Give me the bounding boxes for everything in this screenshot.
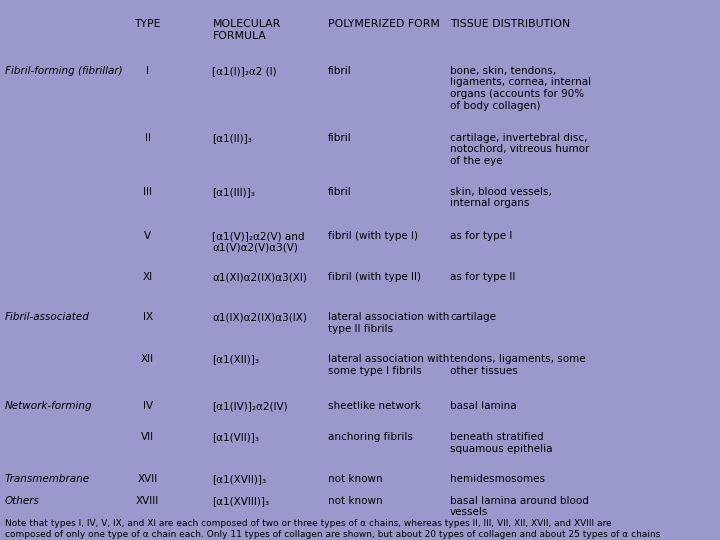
Text: [α1(XVIII)]₃: [α1(XVIII)]₃ xyxy=(212,496,269,506)
Text: IV: IV xyxy=(143,401,153,411)
Text: [α1(XVII)]₃: [α1(XVII)]₃ xyxy=(212,474,266,484)
Text: XVIII: XVIII xyxy=(136,496,159,506)
Text: cartilage: cartilage xyxy=(450,312,496,322)
Text: α1(XI)α2(IX)α3(XI): α1(XI)α2(IX)α3(XI) xyxy=(212,272,307,282)
Text: fibril: fibril xyxy=(328,66,351,76)
Text: hemidesmosomes: hemidesmosomes xyxy=(450,474,545,484)
Text: XVII: XVII xyxy=(138,474,158,484)
Text: tendons, ligaments, some
other tissues: tendons, ligaments, some other tissues xyxy=(450,354,585,376)
Text: beneath stratified
squamous epithelia: beneath stratified squamous epithelia xyxy=(450,432,552,454)
Text: as for type II: as for type II xyxy=(450,272,516,282)
Text: Fibril-associated: Fibril-associated xyxy=(5,312,90,322)
Text: α1(IX)α2(IX)α3(IX): α1(IX)α2(IX)α3(IX) xyxy=(212,312,307,322)
Text: I: I xyxy=(146,66,149,76)
Text: TYPE: TYPE xyxy=(135,19,161,30)
Text: V: V xyxy=(144,231,151,241)
Text: not known: not known xyxy=(328,474,382,484)
Text: sheetlike network: sheetlike network xyxy=(328,401,420,411)
Text: XII: XII xyxy=(141,354,154,364)
Text: fibril: fibril xyxy=(328,133,351,143)
Text: Note that types I, IV, V, IX, and XI are each composed of two or three types of : Note that types I, IV, V, IX, and XI are… xyxy=(5,519,660,540)
Text: II: II xyxy=(145,133,150,143)
Text: Transmembrane: Transmembrane xyxy=(5,474,90,484)
Text: IX: IX xyxy=(143,312,153,322)
Text: [α1(II)]₃: [α1(II)]₃ xyxy=(212,133,252,143)
Text: [α1(III)]₃: [α1(III)]₃ xyxy=(212,187,256,197)
Text: lateral association with
some type I fibrils: lateral association with some type I fib… xyxy=(328,354,449,376)
Text: VII: VII xyxy=(141,432,154,442)
Text: anchoring fibrils: anchoring fibrils xyxy=(328,432,413,442)
Text: TISSUE DISTRIBUTION: TISSUE DISTRIBUTION xyxy=(450,19,570,30)
Text: [α1(VII)]₃: [α1(VII)]₃ xyxy=(212,432,259,442)
Text: Others: Others xyxy=(5,496,40,506)
Text: fibril (with type I): fibril (with type I) xyxy=(328,231,418,241)
Text: Fibril-forming (fibrillar): Fibril-forming (fibrillar) xyxy=(5,66,122,76)
Text: not known: not known xyxy=(328,496,382,506)
Text: Network-forming: Network-forming xyxy=(5,401,93,411)
Text: [α1(V)]₂α2(V) and
α1(V)α2(V)α3(V): [α1(V)]₂α2(V) and α1(V)α2(V)α3(V) xyxy=(212,231,305,253)
Text: fibril (with type II): fibril (with type II) xyxy=(328,272,420,282)
Text: POLYMERIZED FORM: POLYMERIZED FORM xyxy=(328,19,439,30)
Text: [α1(XII)]₃: [α1(XII)]₃ xyxy=(212,354,259,364)
Text: skin, blood vessels,
internal organs: skin, blood vessels, internal organs xyxy=(450,187,552,208)
Text: fibril: fibril xyxy=(328,187,351,197)
Text: basal lamina: basal lamina xyxy=(450,401,517,411)
Text: [α1(I)]₂α2 (I): [α1(I)]₂α2 (I) xyxy=(212,66,277,76)
Text: as for type I: as for type I xyxy=(450,231,513,241)
Text: XI: XI xyxy=(143,272,153,282)
Text: cartilage, invertebral disc,
notochord, vitreous humor
of the eye: cartilage, invertebral disc, notochord, … xyxy=(450,133,590,166)
Text: basal lamina around blood
vessels: basal lamina around blood vessels xyxy=(450,496,589,517)
Text: III: III xyxy=(143,187,152,197)
Text: [α1(IV)]₂α2(IV): [α1(IV)]₂α2(IV) xyxy=(212,401,288,411)
Text: lateral association with
type II fibrils: lateral association with type II fibrils xyxy=(328,312,449,334)
Text: bone, skin, tendons,
ligaments, cornea, internal
organs (accounts for 90%
of bod: bone, skin, tendons, ligaments, cornea, … xyxy=(450,66,591,111)
Text: MOLECULAR
FORMULA: MOLECULAR FORMULA xyxy=(212,19,281,41)
